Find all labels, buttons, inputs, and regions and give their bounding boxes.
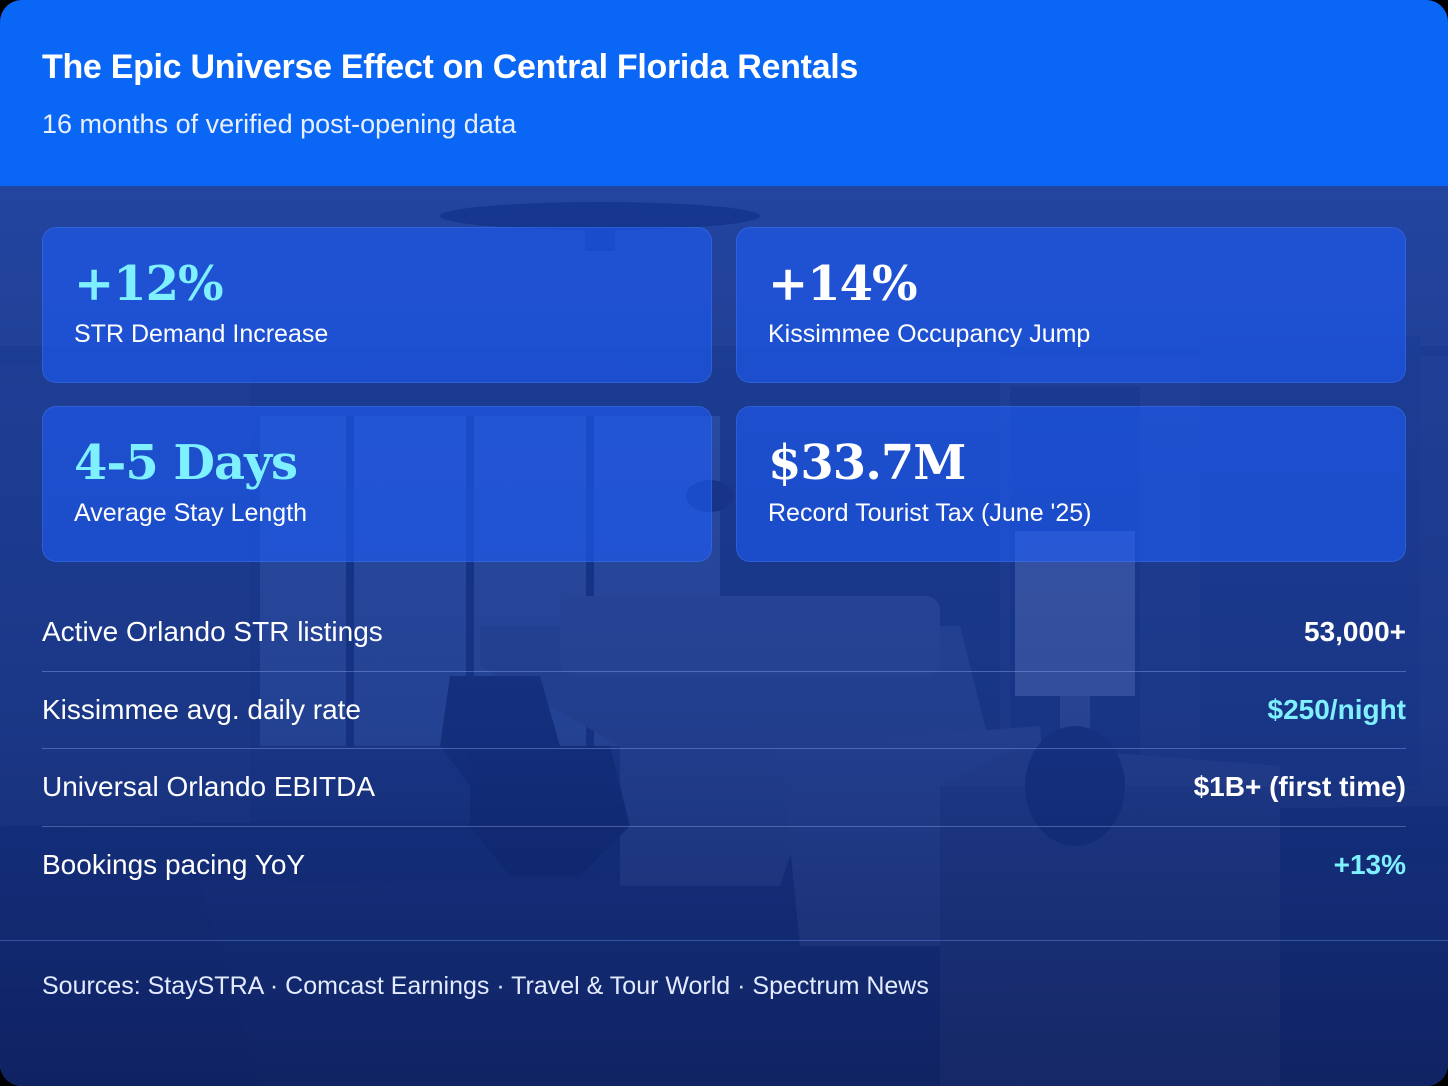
stat-value: +12% [74, 256, 224, 312]
metric-value: $1B+ (first time) [1193, 771, 1406, 802]
page-subtitle: 16 months of verified post-opening data [42, 109, 517, 139]
stat-label: Average Stay Length [74, 499, 308, 527]
stat-label: Record Tourist Tax (June '25) [768, 499, 1092, 527]
metric-row-bookings: Bookings pacing YoY +13% [42, 827, 1406, 905]
metric-value: 53,000+ [1304, 616, 1406, 647]
stat-card-tourist-tax: $33.7M Record Tourist Tax (June '25) [736, 406, 1406, 562]
sources-footer: Sources: StaySTRA · Comcast Earnings · T… [42, 972, 929, 1000]
metric-value: $250/night [1267, 693, 1406, 725]
stat-card-stay-length: 4-5 Days Average Stay Length [42, 406, 712, 562]
stat-value: +14% [768, 256, 918, 312]
metric-label: Active Orlando STR listings [42, 616, 383, 647]
metric-label: Bookings pacing YoY [42, 848, 306, 880]
metric-row-listings: Active Orlando STR listings 53,000+ [42, 594, 1406, 672]
metric-row-daily-rate: Kissimmee avg. daily rate $250/night [42, 672, 1406, 749]
stat-label: Kissimmee Occupancy Jump [768, 320, 1091, 348]
metrics-list: Active Orlando STR listings 53,000+ Kiss… [42, 594, 1406, 904]
footer-divider [0, 940, 1448, 941]
stat-card-kissimmee-occupancy: +14% Kissimmee Occupancy Jump [736, 227, 1406, 383]
metric-label: Kissimmee avg. daily rate [42, 693, 362, 725]
metric-label: Universal Orlando EBITDA [42, 771, 376, 802]
header-band: The Epic Universe Effect on Central Flor… [0, 0, 1448, 186]
stat-value: $33.7M [768, 435, 966, 491]
metric-row-ebitda: Universal Orlando EBITDA $1B+ (first tim… [42, 749, 1406, 827]
metric-value: +13% [1333, 848, 1406, 880]
stat-card-str-demand: +12% STR Demand Increase [42, 227, 712, 383]
stat-label: STR Demand Increase [74, 320, 329, 348]
stat-value: 4-5 Days [74, 435, 298, 491]
page-title: The Epic Universe Effect on Central Flor… [42, 48, 859, 86]
